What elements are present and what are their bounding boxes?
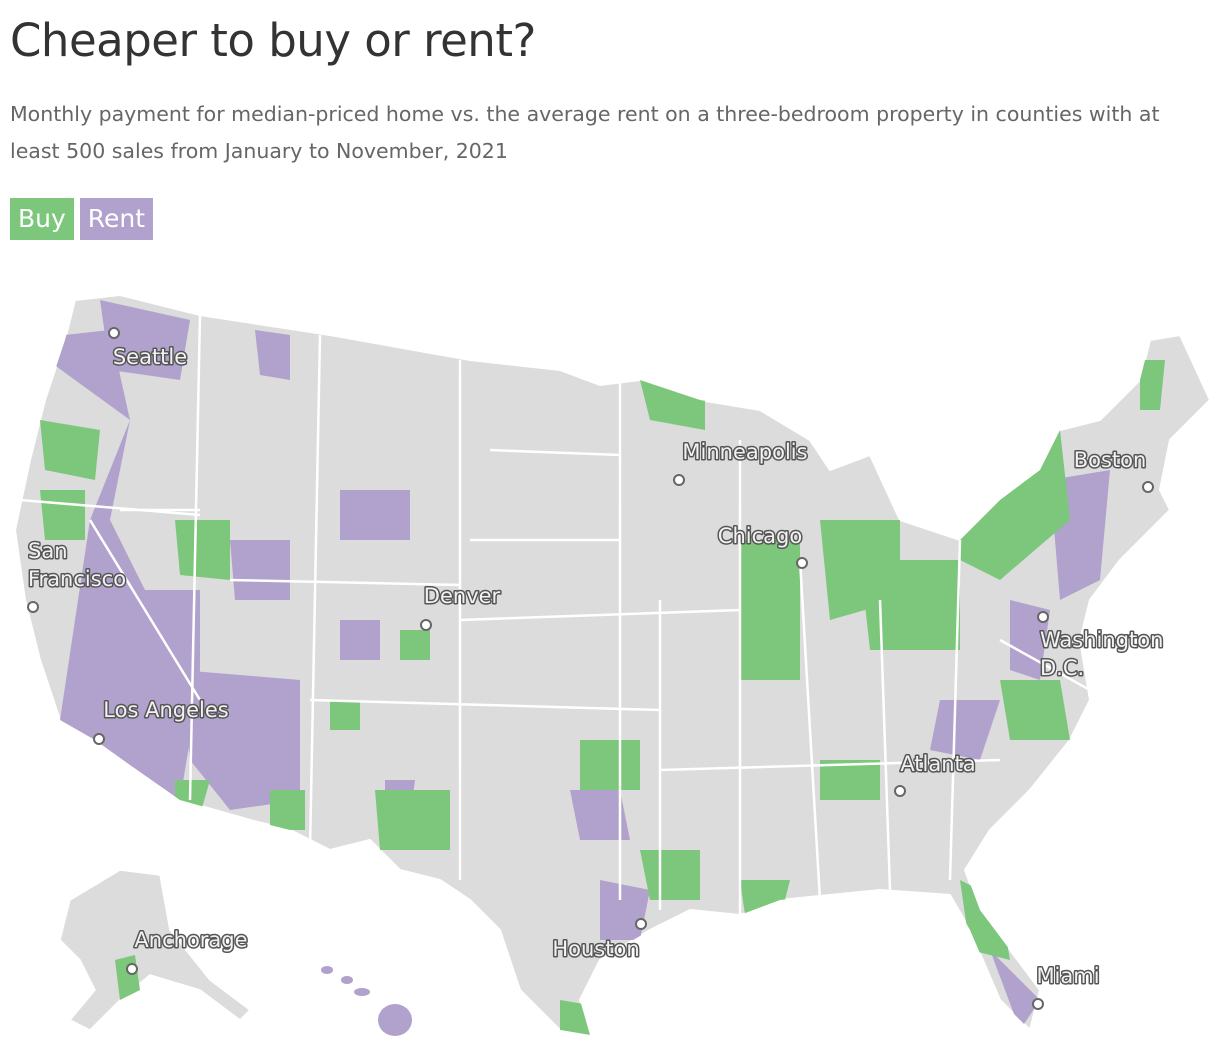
city-dot [894, 785, 906, 797]
city-dot [1032, 998, 1044, 1010]
subtitle: Monthly payment for median-priced home v… [10, 102, 1160, 163]
city-label: Atlanta [900, 752, 975, 776]
city-dot [635, 918, 647, 930]
legend-chip: Rent [79, 198, 154, 240]
county-patches [19, 300, 1165, 1035]
hawaii [321, 966, 412, 1036]
city-label: D.C. [1040, 656, 1084, 680]
city-label: Boston [1074, 448, 1147, 472]
city-dot [126, 963, 138, 975]
city-label: Houston [552, 937, 639, 961]
city-dot [108, 327, 120, 339]
city-dot [673, 474, 685, 486]
city-label: Los Angeles [103, 698, 228, 722]
map: Seattle Minneapolis Boston Chicago San Franci… [14, 294, 1211, 1036]
city-label: Washington [1040, 628, 1163, 652]
city-label: Seattle [113, 345, 187, 369]
legend-chip: Buy [10, 198, 74, 240]
alaska [59, 869, 252, 1031]
city-label: Anchorage [134, 928, 247, 952]
city-label: Miami [1036, 964, 1099, 988]
city-label: Minneapolis [682, 440, 807, 464]
city-label: Chicago [718, 524, 802, 548]
city-dot [796, 557, 808, 569]
city-dot [1037, 611, 1049, 623]
legend: Buy Rent [10, 198, 154, 240]
city-label: Denver [424, 584, 501, 608]
city-dot [420, 619, 432, 631]
city-label: Francisco [28, 567, 126, 591]
city-label: San [28, 539, 68, 563]
city-dot [93, 733, 105, 745]
city-dot [27, 601, 39, 613]
title: Cheaper to buy or rent? [10, 14, 536, 67]
city-dot [1142, 481, 1154, 493]
